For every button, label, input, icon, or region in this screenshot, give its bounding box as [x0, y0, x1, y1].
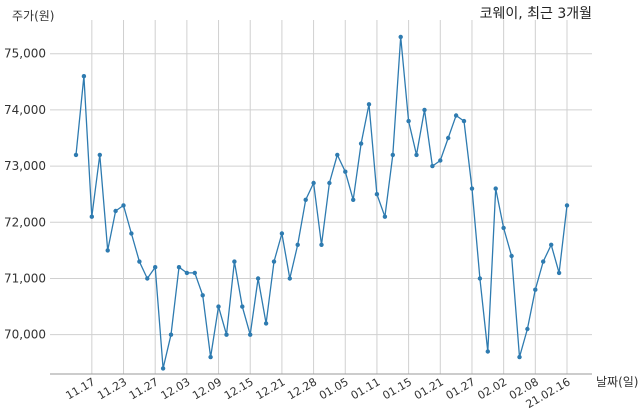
- data-point: [358, 141, 364, 146]
- data-point: [311, 180, 316, 186]
- data-point: [176, 265, 182, 270]
- data-point: [509, 253, 514, 259]
- data-point: [232, 259, 237, 264]
- data-point: [493, 186, 498, 191]
- data-point: [97, 152, 103, 158]
- data-point: [422, 107, 427, 113]
- data-point: [145, 276, 150, 281]
- x-tick-label: 01.05: [317, 375, 351, 402]
- data-point: [374, 192, 380, 197]
- data-point: [430, 163, 435, 169]
- y-tick-label: 73,000: [4, 159, 46, 173]
- x-axis-ticks: 11.1711.2311.2712.0312.0912.1512.2112.28…: [64, 375, 573, 411]
- data-point: [271, 259, 277, 264]
- data-point: [73, 152, 79, 158]
- chart-title: 코웨이, 최근 3개월: [480, 6, 592, 22]
- data-point: [200, 293, 205, 298]
- x-tick-label: 12.09: [190, 375, 224, 402]
- x-tick-label: 02.02: [475, 375, 509, 402]
- grid-lines: [50, 20, 592, 374]
- x-axis-title: 날짜(일): [596, 375, 638, 389]
- data-point: [517, 354, 522, 360]
- data-point: [525, 326, 530, 332]
- data-points: [73, 34, 570, 371]
- data-point: [327, 180, 332, 186]
- data-point: [192, 270, 197, 276]
- data-point: [556, 270, 562, 276]
- data-point: [438, 158, 443, 163]
- y-tick-label: 70,000: [4, 328, 46, 342]
- data-point: [390, 152, 395, 158]
- data-point: [153, 265, 158, 270]
- data-point: [287, 276, 292, 281]
- data-point: [121, 203, 126, 208]
- series-line: [75, 36, 568, 369]
- data-point: [129, 231, 134, 236]
- x-tick-label: 12.15: [222, 375, 256, 402]
- data-point: [216, 304, 221, 309]
- data-point: [343, 169, 348, 174]
- data-point: [533, 287, 538, 292]
- y-axis-ticks: 70,000 71,000 72,000 73,000 74,000 75,000: [4, 47, 46, 342]
- data-point: [319, 242, 324, 247]
- data-point: [105, 248, 110, 253]
- data-point: [469, 186, 475, 191]
- x-tick-label: 01.15: [380, 375, 414, 402]
- data-point: [263, 321, 269, 326]
- y-tick-label: 71,000: [4, 271, 46, 285]
- data-point: [279, 231, 285, 236]
- data-point: [168, 332, 174, 337]
- data-point: [501, 225, 506, 231]
- data-point: [398, 34, 403, 40]
- data-point: [184, 270, 190, 276]
- data-point: [477, 276, 483, 281]
- data-point: [160, 366, 166, 371]
- data-point: [255, 276, 261, 281]
- data-point: [295, 242, 300, 247]
- data-point: [113, 208, 118, 214]
- data-point: [335, 152, 340, 158]
- data-point: [366, 102, 372, 107]
- y-tick-label: 72,000: [4, 215, 46, 229]
- x-tick-label: 12.28: [285, 375, 319, 402]
- data-point: [406, 118, 411, 124]
- x-tick-label: 11.23: [95, 375, 129, 402]
- x-tick-label: 12.03: [159, 375, 193, 402]
- data-point: [240, 304, 245, 309]
- data-point: [549, 242, 554, 247]
- data-point: [248, 332, 253, 337]
- y-axis-title: 주가(원): [12, 9, 54, 23]
- data-point: [303, 197, 308, 202]
- data-point: [564, 203, 570, 208]
- data-point: [351, 197, 356, 202]
- data-point: [541, 259, 546, 264]
- data-point: [224, 332, 229, 337]
- data-point: [81, 74, 87, 79]
- data-point: [461, 118, 467, 124]
- data-point: [382, 214, 388, 219]
- data-point: [453, 113, 459, 118]
- x-tick-label: 01.27: [444, 375, 478, 402]
- y-tick-label: 75,000: [4, 47, 46, 61]
- data-point: [137, 259, 142, 264]
- data-point: [414, 152, 419, 158]
- data-point: [89, 214, 95, 219]
- y-tick-label: 74,000: [4, 103, 46, 117]
- x-tick-label: 11.17: [64, 375, 98, 402]
- data-point: [485, 349, 490, 354]
- data-point: [446, 135, 451, 141]
- x-tick-label: 01.11: [349, 375, 383, 402]
- x-tick-label: 12.21: [254, 375, 288, 402]
- x-tick-label: 01.21: [412, 375, 446, 402]
- x-tick-label: 11.27: [127, 375, 161, 402]
- data-point: [208, 354, 213, 360]
